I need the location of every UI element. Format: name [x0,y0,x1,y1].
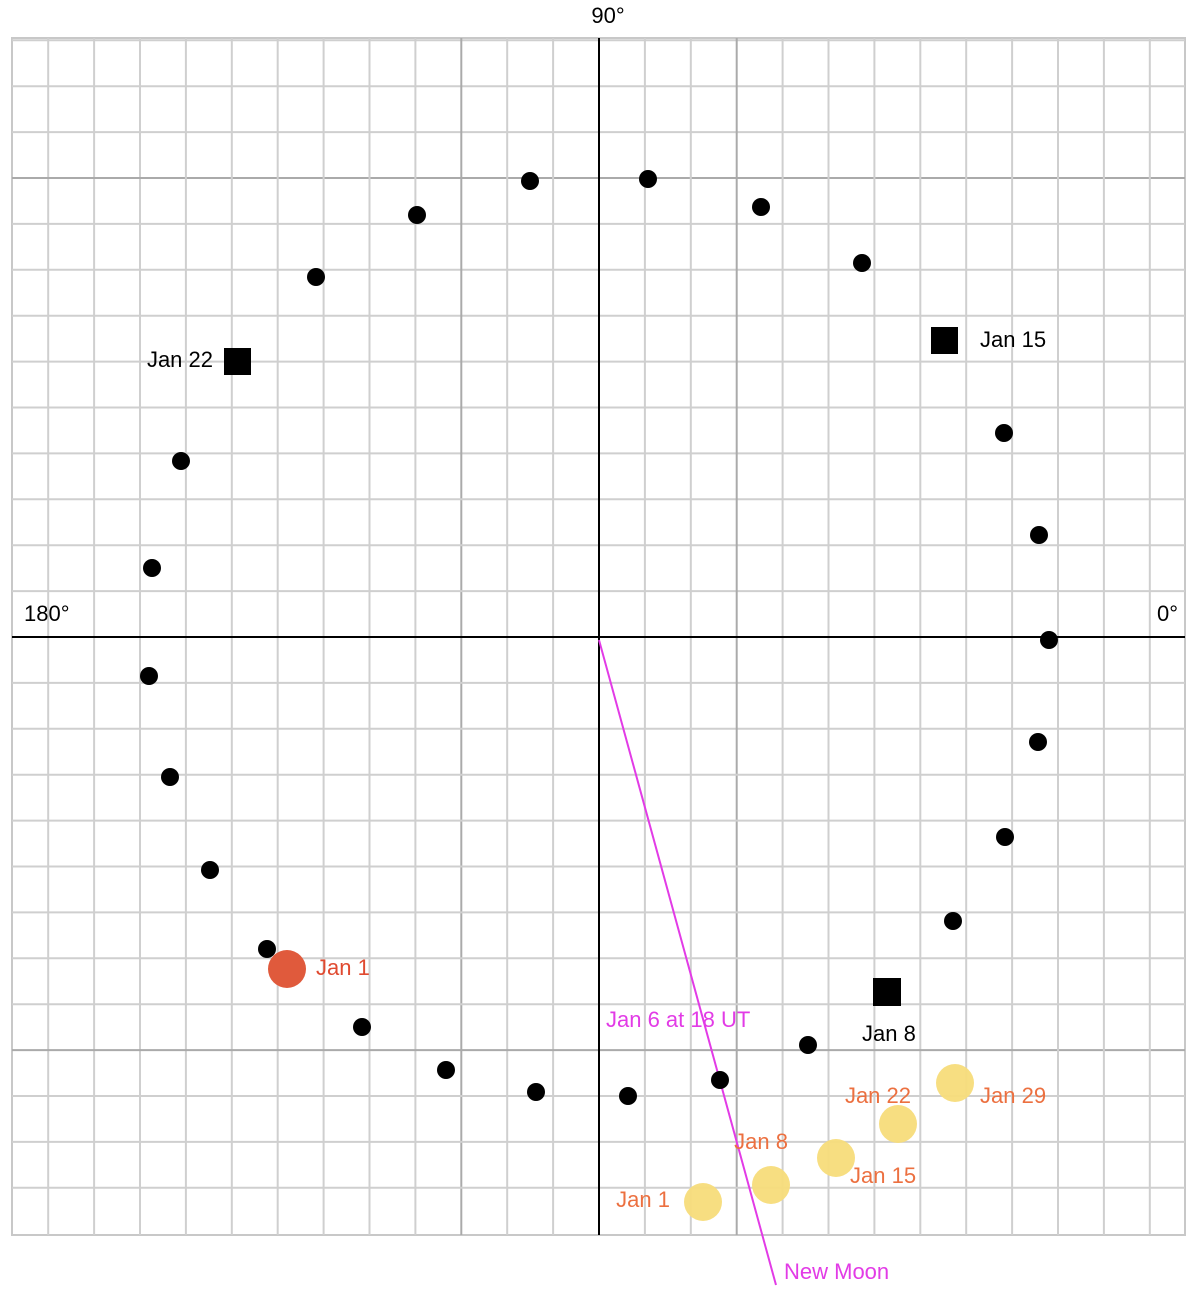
sun-dot [879,1105,917,1143]
sun-positions [684,1064,974,1221]
moon-dot [353,1018,371,1036]
axis-label: 0° [1157,601,1178,626]
moon-dot [201,861,219,879]
moon-dot [996,828,1014,846]
moon-dot [799,1036,817,1054]
moon-dot [619,1087,637,1105]
moon-dot [258,940,276,958]
new-moon-label: New Moon [784,1259,889,1284]
moon-dot [527,1083,545,1101]
moon-label: Jan 22 [147,347,213,372]
sun-label: Jan 15 [850,1163,916,1188]
axis-label: 90° [591,3,624,28]
moon-dot [172,452,190,470]
sun-dot [752,1166,790,1204]
sun-label: Jan 22 [845,1083,911,1108]
moon-dot [1040,631,1058,649]
new-moon-time: Jan 6 at 18 UT [606,1007,750,1032]
moon-dot [711,1071,729,1089]
moon-dot [1029,733,1047,751]
moon-dot [408,206,426,224]
moon-dot [639,170,657,188]
moon-dot [752,198,770,216]
moon-dot [161,768,179,786]
moon-dot [1030,526,1048,544]
sun-label: Jan 29 [980,1083,1046,1108]
sun-label: Jan 1 [616,1187,670,1212]
moon-marker [873,978,901,1006]
sun-dot [936,1064,974,1102]
moon-dot [140,667,158,685]
axis-label: 180° [24,601,70,626]
sun-dot [684,1183,722,1221]
moon-dot [995,424,1013,442]
moon-dot [944,912,962,930]
moon-marker [224,348,251,375]
moon-dot [521,172,539,190]
moon-marker [931,327,958,354]
moon-path [140,170,1058,1105]
moon-label: Jan 8 [862,1021,916,1046]
moon-start-label: Jan 1 [316,955,370,980]
new-moon-line [598,639,777,1286]
moon-dot [307,268,325,286]
moon-label: Jan 15 [980,327,1046,352]
moon-dot [437,1061,455,1079]
sun-dot [817,1139,855,1177]
sun-label: Jan 8 [734,1129,788,1154]
moon-dot [143,559,161,577]
moon-start [268,950,306,988]
moon-dot [853,254,871,272]
